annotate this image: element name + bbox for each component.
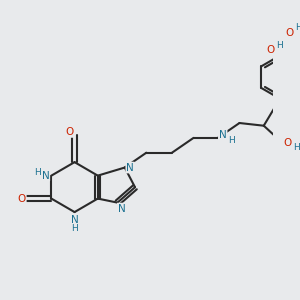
Text: H: H (228, 136, 235, 145)
Text: H: H (71, 224, 78, 233)
Text: O: O (285, 28, 293, 38)
Text: N: N (118, 204, 125, 214)
Text: O: O (267, 45, 275, 55)
Text: N: N (41, 171, 49, 181)
Text: N: N (126, 163, 134, 172)
Text: O: O (65, 127, 73, 137)
Text: H: H (293, 143, 299, 152)
Text: H: H (34, 168, 41, 177)
Text: H: H (295, 23, 300, 32)
Text: O: O (17, 194, 26, 204)
Text: N: N (71, 214, 78, 225)
Text: N: N (219, 130, 226, 140)
Text: H: H (276, 41, 283, 50)
Text: O: O (284, 138, 292, 148)
